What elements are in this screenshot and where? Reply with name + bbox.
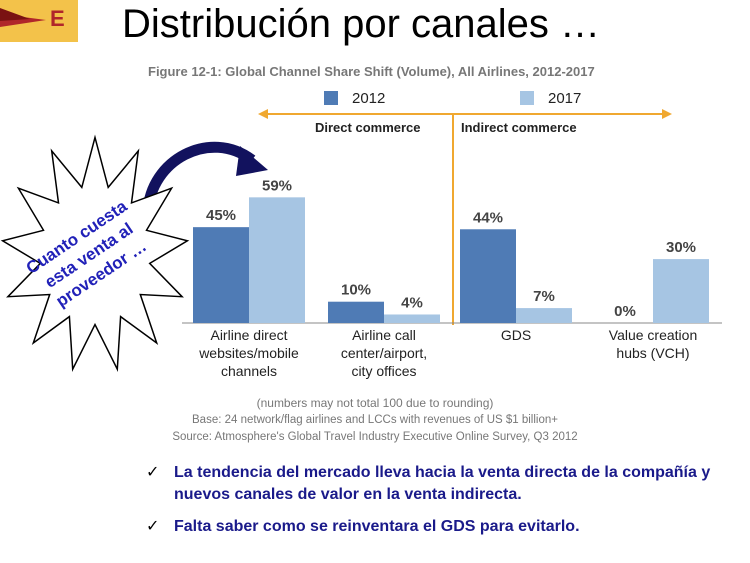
section-indirect-commerce: Indirect commerce	[461, 120, 577, 135]
bar-2017-0	[249, 197, 305, 323]
logo: E	[0, 0, 78, 42]
note-source: Source: Atmosphere's Global Travel Indus…	[172, 431, 578, 443]
bar-2012-1	[328, 301, 384, 323]
data-label-2017-2: 7%	[533, 288, 555, 305]
note-rounding: (numbers may not total 100 due to roundi…	[256, 396, 494, 410]
data-label-2012-0: 45%	[206, 207, 236, 224]
checkmark-icon: ✓	[146, 518, 160, 535]
bar-2017-2	[516, 308, 572, 323]
category-label-1-0: Airline call	[352, 327, 416, 343]
bullet-text: Falta saber como se reinventara el GDS p…	[174, 518, 580, 535]
category-label-3-0: Value creation	[609, 327, 697, 343]
bar-chart: 45% 59% Airline direct websites/mobile chann…	[142, 109, 722, 379]
legend-swatch-2012	[324, 91, 338, 105]
legend-label-2017: 2017	[548, 90, 582, 107]
category-label-0-1: websites/mobile	[198, 345, 299, 361]
bar-2017-3	[653, 259, 709, 323]
bullet-text: La tendencia del mercado lleva hacia la …	[174, 464, 711, 503]
data-label-2017-0: 59%	[262, 177, 292, 194]
bar-2012-2	[460, 229, 516, 323]
bullet-item: ✓ Falta saber como se reinventara el GDS …	[140, 516, 720, 538]
data-label-2012-3: 0%	[614, 303, 636, 320]
arrow-logo-icon	[0, 8, 46, 27]
legend-label-2012: 2012	[352, 90, 386, 107]
right-arrow-head-icon	[662, 109, 672, 119]
legend-swatch-2017	[520, 91, 534, 105]
curved-arrow-icon	[142, 141, 256, 213]
note-base: Base: 24 network/flag airlines and LCCs …	[192, 414, 558, 426]
data-label-2017-3: 30%	[666, 239, 696, 256]
section-direct-commerce: Direct commerce	[315, 120, 421, 135]
legend-2012: 2012	[324, 90, 385, 107]
legend-2017: 2017	[520, 90, 581, 107]
left-arrow-head-icon	[258, 109, 268, 119]
figure-title: Figure 12-1: Global Channel Share Shift …	[148, 64, 595, 79]
category-label-1-1: center/airport,	[341, 345, 427, 361]
bullet-item: ✓ La tendencia del mercado lleva hacia la…	[140, 462, 720, 506]
bar-2012-0	[193, 227, 249, 323]
slide-title: Distribución por canales …	[122, 2, 600, 46]
data-label-2012-2: 44%	[473, 209, 503, 226]
category-label-2-0: GDS	[501, 327, 531, 343]
bullet-list: ✓ La tendencia del mercado lleva hacia la…	[140, 462, 720, 548]
data-label-2017-1: 4%	[401, 294, 423, 311]
starburst-callout: Cuanto cuesta esta venta al proveedor …	[0, 134, 190, 373]
category-label-0-0: Airline direct	[210, 327, 287, 343]
category-label-3-1: hubs (VCH)	[616, 345, 689, 361]
checkmark-icon: ✓	[146, 464, 160, 481]
curved-arrow-head-icon	[236, 146, 268, 176]
starburst-shape	[0, 134, 190, 373]
data-label-2012-1: 10%	[341, 282, 371, 299]
logo-letter: E	[50, 6, 65, 31]
bar-2017-1	[384, 314, 440, 323]
category-label-0-2: channels	[221, 363, 277, 379]
category-label-1-2: city offices	[351, 363, 416, 379]
